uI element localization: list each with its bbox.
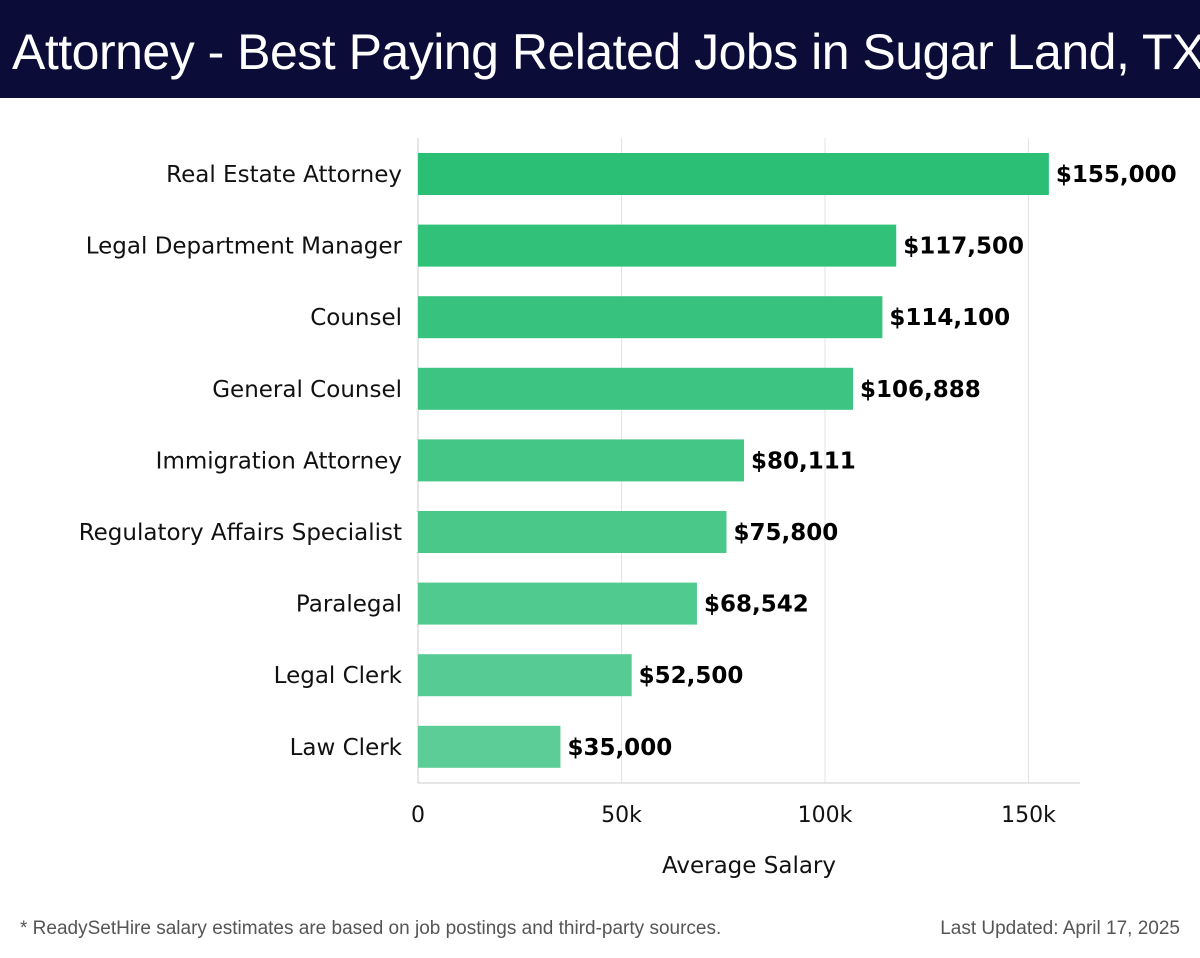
category-label: Paralegal [296, 592, 402, 618]
last-updated: Last Updated: April 17, 2025 [940, 918, 1180, 939]
category-label: Regulatory Affairs Specialist [79, 520, 402, 546]
value-label: $155,000 [1056, 162, 1177, 188]
bar [418, 367, 854, 410]
value-label: $114,100 [889, 305, 1010, 331]
x-tick-label: 100k [798, 803, 853, 828]
bar [418, 439, 745, 482]
value-label: $106,888 [860, 377, 981, 403]
value-label: $80,111 [751, 448, 856, 474]
bar [418, 511, 727, 553]
value-label: $68,542 [704, 592, 809, 618]
x-tick-label: 0 [411, 803, 425, 828]
value-label: $52,500 [639, 663, 744, 689]
value-label: $35,000 [567, 735, 672, 761]
bar [418, 725, 561, 768]
category-label: Immigration Attorney [156, 448, 402, 474]
x-tick-label: 150k [1001, 803, 1056, 828]
bar [418, 582, 697, 625]
value-label: $117,500 [903, 234, 1024, 260]
footnote: * ReadySetHire salary estimates are base… [20, 918, 722, 939]
category-label: Legal Department Manager [86, 234, 403, 260]
bar [418, 224, 897, 267]
category-label: Real Estate Attorney [166, 162, 402, 188]
header-bar: Attorney - Best Paying Related Jobs in S… [0, 0, 1200, 98]
bar [418, 654, 632, 697]
value-label: $75,800 [734, 520, 839, 546]
category-label: Legal Clerk [274, 663, 403, 689]
bar [418, 153, 1049, 195]
x-tick-label: 50k [601, 803, 642, 828]
salary-bar-chart: Real Estate Attorney $155,000 Legal Depart… [79, 138, 1177, 879]
category-label: Law Clerk [290, 735, 403, 761]
bar [418, 296, 883, 339]
category-label: Counsel [310, 305, 402, 331]
page-title: Attorney - Best Paying Related Jobs in S… [12, 24, 1200, 80]
x-axis-title: Average Salary [662, 853, 836, 879]
category-label: General Counsel [212, 377, 402, 403]
